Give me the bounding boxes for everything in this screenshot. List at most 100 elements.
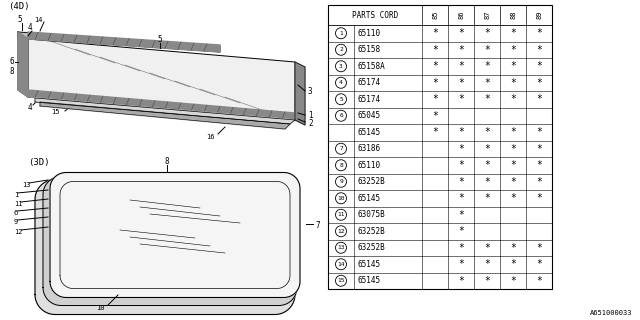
- Text: *: *: [432, 111, 438, 121]
- Text: 6: 6: [339, 113, 343, 118]
- Bar: [328, 5, 552, 289]
- Text: *: *: [458, 127, 464, 137]
- Text: (4D): (4D): [8, 2, 29, 11]
- Text: 10: 10: [96, 305, 104, 311]
- Polygon shape: [295, 62, 305, 125]
- Polygon shape: [28, 90, 295, 120]
- Text: *: *: [510, 94, 516, 104]
- Text: *: *: [536, 61, 542, 71]
- Text: 65145: 65145: [358, 194, 381, 203]
- Text: 7: 7: [315, 220, 319, 229]
- Polygon shape: [28, 32, 220, 52]
- Text: 65174: 65174: [358, 78, 381, 87]
- Text: *: *: [458, 210, 464, 220]
- Text: 65145: 65145: [358, 276, 381, 285]
- Text: *: *: [432, 127, 438, 137]
- Text: 89: 89: [536, 11, 542, 19]
- Polygon shape: [50, 172, 300, 298]
- Text: *: *: [536, 78, 542, 88]
- Text: 85: 85: [432, 11, 438, 19]
- Text: PARTS CORD: PARTS CORD: [352, 11, 398, 20]
- Text: *: *: [432, 28, 438, 38]
- Text: 14: 14: [34, 17, 42, 23]
- Text: *: *: [536, 193, 542, 203]
- Text: 63252B: 63252B: [358, 243, 386, 252]
- Text: *: *: [510, 259, 516, 269]
- Text: 65145: 65145: [358, 260, 381, 269]
- Text: 65158: 65158: [358, 45, 381, 54]
- Text: (3D): (3D): [28, 158, 49, 167]
- Text: 6: 6: [14, 210, 19, 216]
- Text: 2: 2: [339, 47, 343, 52]
- Text: 63075B: 63075B: [358, 210, 386, 219]
- Polygon shape: [35, 98, 295, 124]
- Text: *: *: [458, 243, 464, 253]
- Text: 65045: 65045: [358, 111, 381, 120]
- Text: *: *: [536, 144, 542, 154]
- Text: 9: 9: [14, 219, 19, 225]
- Text: *: *: [536, 259, 542, 269]
- Text: 65145: 65145: [358, 128, 381, 137]
- Text: *: *: [458, 94, 464, 104]
- Text: 8: 8: [10, 68, 15, 76]
- Text: *: *: [484, 193, 490, 203]
- Text: *: *: [432, 61, 438, 71]
- Polygon shape: [43, 177, 297, 306]
- Text: *: *: [484, 259, 490, 269]
- Polygon shape: [28, 39, 295, 120]
- Text: 8: 8: [339, 163, 343, 168]
- Text: 4: 4: [339, 80, 343, 85]
- Text: 65158A: 65158A: [358, 62, 386, 71]
- Text: *: *: [458, 160, 464, 170]
- Text: *: *: [510, 160, 516, 170]
- Text: 12: 12: [14, 229, 22, 235]
- Text: *: *: [458, 177, 464, 187]
- Text: 11: 11: [337, 212, 345, 217]
- Text: *: *: [458, 78, 464, 88]
- Polygon shape: [18, 32, 220, 52]
- Text: 63186: 63186: [358, 144, 381, 153]
- Text: 88: 88: [510, 11, 516, 19]
- Text: 12: 12: [337, 229, 345, 234]
- Text: *: *: [458, 45, 464, 55]
- Text: 9: 9: [339, 179, 343, 184]
- Text: 65174: 65174: [358, 95, 381, 104]
- Text: *: *: [536, 28, 542, 38]
- Text: 5: 5: [18, 15, 22, 25]
- Text: 10: 10: [337, 196, 345, 201]
- Text: *: *: [536, 45, 542, 55]
- Polygon shape: [40, 102, 290, 129]
- Text: *: *: [458, 28, 464, 38]
- Text: 13: 13: [22, 182, 31, 188]
- Text: 6: 6: [10, 58, 15, 67]
- Text: *: *: [536, 160, 542, 170]
- Text: *: *: [510, 243, 516, 253]
- Text: 15: 15: [51, 109, 60, 115]
- Text: *: *: [432, 94, 438, 104]
- Text: 15: 15: [337, 278, 345, 283]
- Text: 4: 4: [28, 23, 32, 33]
- Text: *: *: [510, 144, 516, 154]
- Text: *: *: [484, 28, 490, 38]
- Text: *: *: [484, 243, 490, 253]
- Text: *: *: [484, 78, 490, 88]
- Polygon shape: [18, 32, 28, 97]
- Text: *: *: [510, 78, 516, 88]
- Text: *: *: [484, 144, 490, 154]
- Text: *: *: [458, 144, 464, 154]
- Text: *: *: [510, 276, 516, 286]
- Text: *: *: [458, 193, 464, 203]
- Text: *: *: [432, 45, 438, 55]
- Text: 3: 3: [339, 64, 343, 69]
- Text: 2: 2: [308, 118, 312, 127]
- Text: 1: 1: [339, 31, 343, 36]
- Text: *: *: [536, 177, 542, 187]
- Text: *: *: [458, 276, 464, 286]
- Polygon shape: [18, 32, 28, 97]
- Text: *: *: [510, 28, 516, 38]
- Text: *: *: [536, 94, 542, 104]
- Text: 14: 14: [337, 262, 345, 267]
- Text: *: *: [484, 45, 490, 55]
- Text: *: *: [432, 78, 438, 88]
- Text: 1: 1: [308, 111, 312, 121]
